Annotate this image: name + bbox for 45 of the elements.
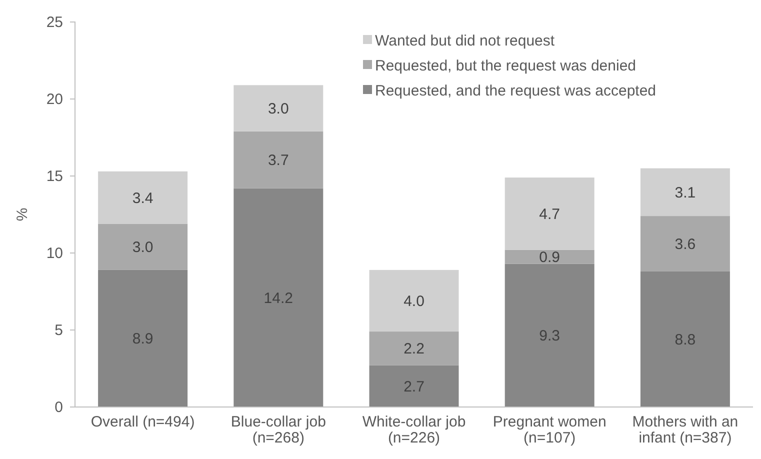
bar	[369, 332, 459, 366]
data-label: 9.3	[539, 328, 560, 345]
bar	[640, 216, 730, 272]
legend-label: Requested, but the request was denied	[375, 57, 636, 74]
bar	[369, 365, 459, 407]
x-tick-label: Mothers with an infant (n=387)	[632, 414, 738, 446]
bar	[640, 168, 730, 216]
bar	[234, 188, 324, 407]
data-label: 2.2	[404, 340, 424, 358]
x-tick-label: White-collar job (n=226)	[362, 414, 466, 446]
x-tick-label: Overall (n=494)	[90, 414, 195, 430]
x-tick-label: Blue-collar job (n=268)	[230, 414, 326, 446]
data-label: 3.7	[268, 152, 289, 170]
bar	[504, 264, 594, 407]
bar	[98, 224, 188, 270]
bar	[504, 250, 594, 264]
data-label: 3.0	[132, 239, 154, 256]
data-label: 3.0	[268, 100, 289, 118]
legend-label: Requested, and the request was accepted	[375, 82, 656, 100]
data-label: 0.9	[539, 249, 560, 266]
bar	[640, 271, 730, 407]
data-label: 3.4	[132, 190, 154, 207]
bar	[234, 85, 324, 132]
data-label: 8.9	[132, 330, 154, 348]
x-tick-label: Pregnant women (n=107)	[492, 414, 606, 446]
y-tick-label: 15	[46, 168, 63, 185]
data-label: 4.0	[404, 292, 424, 310]
bar	[98, 171, 188, 224]
legend-label: Wanted but did not request	[375, 32, 556, 50]
y-tick-label: 10	[46, 244, 63, 262]
data-label: 3.1	[674, 184, 696, 202]
bar	[98, 270, 188, 407]
data-label: 3.6	[674, 236, 696, 254]
y-tick-label: 0	[54, 398, 63, 416]
y-tick-label: 20	[46, 90, 63, 108]
data-label: 8.8	[674, 331, 696, 348]
y-axis-title: %	[14, 208, 31, 222]
bar	[369, 270, 459, 332]
bar	[234, 131, 324, 188]
bar	[504, 178, 594, 250]
y-tick-label: 25	[46, 14, 63, 31]
data-label: 2.7	[404, 378, 424, 396]
data-label: 14.2	[264, 290, 293, 307]
y-tick-label: 5	[54, 322, 63, 339]
data-label: 4.7	[539, 206, 560, 223]
